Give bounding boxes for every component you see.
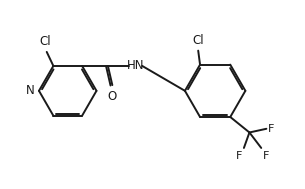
Text: O: O bbox=[108, 90, 117, 102]
Text: F: F bbox=[263, 151, 269, 161]
Text: F: F bbox=[236, 151, 242, 161]
Text: HN: HN bbox=[127, 59, 144, 72]
Text: Cl: Cl bbox=[39, 35, 51, 48]
Text: F: F bbox=[268, 124, 275, 134]
Text: Cl: Cl bbox=[192, 34, 204, 47]
Text: N: N bbox=[26, 84, 34, 97]
